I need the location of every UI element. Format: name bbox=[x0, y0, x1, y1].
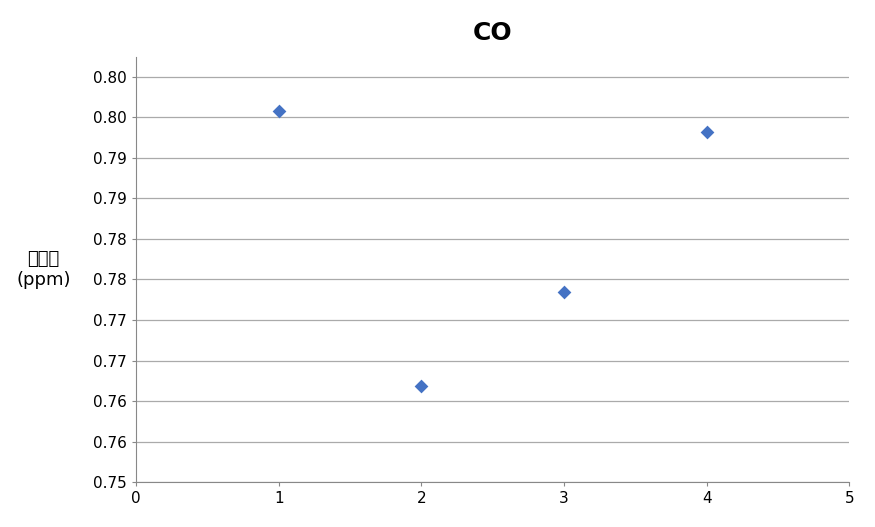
Point bbox=[415, 382, 429, 391]
Point bbox=[557, 287, 571, 296]
Point bbox=[272, 106, 286, 115]
Y-axis label: 불확도
(ppm): 불확도 (ppm) bbox=[17, 250, 71, 289]
Point bbox=[700, 128, 714, 136]
Title: CO: CO bbox=[473, 21, 513, 45]
